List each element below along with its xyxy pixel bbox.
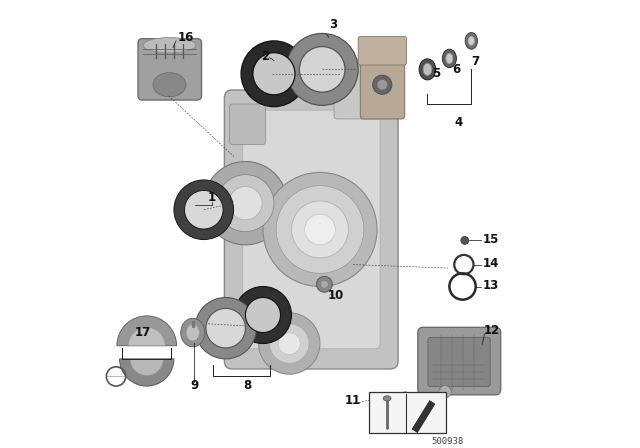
Circle shape xyxy=(278,332,300,354)
FancyBboxPatch shape xyxy=(230,104,266,144)
Text: 17: 17 xyxy=(134,326,150,339)
Text: 2: 2 xyxy=(261,50,269,63)
Text: 15: 15 xyxy=(483,233,500,246)
Text: 8: 8 xyxy=(243,379,252,392)
Circle shape xyxy=(184,190,223,229)
Text: 11: 11 xyxy=(345,394,361,407)
Circle shape xyxy=(269,324,309,363)
Circle shape xyxy=(461,237,468,245)
Ellipse shape xyxy=(180,319,205,347)
FancyBboxPatch shape xyxy=(360,37,404,119)
Circle shape xyxy=(259,313,320,374)
Circle shape xyxy=(245,297,280,332)
Circle shape xyxy=(217,175,274,232)
Ellipse shape xyxy=(186,324,200,341)
Text: 4: 4 xyxy=(454,116,462,129)
Ellipse shape xyxy=(153,73,186,97)
Ellipse shape xyxy=(446,53,453,64)
Text: 9: 9 xyxy=(190,379,198,392)
Circle shape xyxy=(195,297,257,359)
FancyBboxPatch shape xyxy=(428,337,490,387)
Circle shape xyxy=(291,201,349,258)
Ellipse shape xyxy=(468,36,474,45)
FancyBboxPatch shape xyxy=(418,327,500,395)
Circle shape xyxy=(372,75,392,95)
Wedge shape xyxy=(128,327,165,346)
Text: 12: 12 xyxy=(484,324,500,337)
FancyBboxPatch shape xyxy=(138,39,202,100)
Ellipse shape xyxy=(419,59,436,80)
FancyBboxPatch shape xyxy=(334,59,381,119)
Text: 10: 10 xyxy=(327,289,344,302)
Circle shape xyxy=(317,276,332,292)
Ellipse shape xyxy=(465,33,477,49)
Bar xyxy=(369,392,446,434)
Ellipse shape xyxy=(442,49,456,68)
Circle shape xyxy=(204,161,287,245)
Circle shape xyxy=(377,79,388,90)
Circle shape xyxy=(300,47,345,92)
Text: 500938: 500938 xyxy=(431,437,463,446)
Text: 1: 1 xyxy=(208,191,216,204)
Circle shape xyxy=(228,186,262,220)
Circle shape xyxy=(206,308,245,348)
Circle shape xyxy=(174,180,234,240)
Circle shape xyxy=(286,34,358,105)
FancyBboxPatch shape xyxy=(358,36,406,65)
Circle shape xyxy=(263,172,377,287)
Ellipse shape xyxy=(383,396,391,401)
Ellipse shape xyxy=(423,63,432,76)
Circle shape xyxy=(305,214,335,245)
Text: 3: 3 xyxy=(329,18,337,31)
Circle shape xyxy=(234,287,291,344)
Polygon shape xyxy=(412,401,435,433)
Text: 13: 13 xyxy=(483,279,499,292)
Text: 16: 16 xyxy=(178,31,195,44)
FancyBboxPatch shape xyxy=(243,110,380,349)
Text: 5: 5 xyxy=(432,67,440,80)
Wedge shape xyxy=(117,316,177,346)
Text: 6: 6 xyxy=(452,63,460,76)
Circle shape xyxy=(241,41,307,107)
Text: 14: 14 xyxy=(483,257,500,270)
Text: 7: 7 xyxy=(472,56,480,69)
Circle shape xyxy=(276,185,364,273)
Wedge shape xyxy=(120,359,174,386)
Wedge shape xyxy=(130,359,163,375)
Ellipse shape xyxy=(143,38,196,53)
Circle shape xyxy=(253,53,295,95)
Circle shape xyxy=(321,280,328,288)
Circle shape xyxy=(439,386,451,398)
FancyBboxPatch shape xyxy=(225,90,398,369)
